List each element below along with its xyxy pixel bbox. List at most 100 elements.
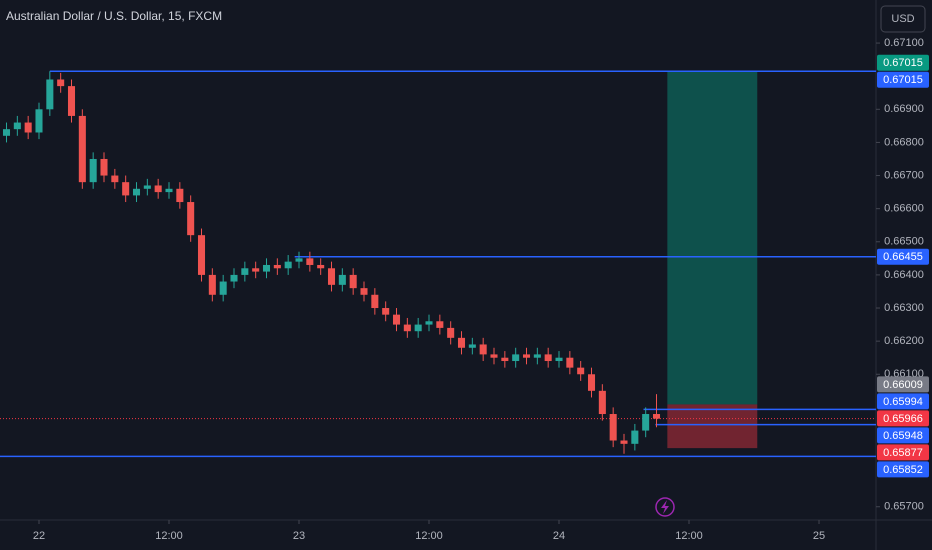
price-label: 0.66009 (883, 379, 923, 391)
candle-body (176, 188, 184, 203)
candle-body (122, 182, 130, 196)
candle-body (295, 258, 303, 262)
price-label-box (877, 427, 929, 444)
candle-body (609, 414, 617, 441)
candle-body (219, 281, 227, 295)
x-tick-label: 25 (813, 530, 825, 542)
price-label: 0.65966 (883, 413, 923, 425)
y-tick-label: 0.66200 (884, 335, 924, 347)
price-label: 0.67015 (883, 57, 923, 69)
candle-body (230, 274, 238, 282)
price-label-box (877, 444, 929, 461)
candle-body (24, 122, 32, 133)
candle-body (544, 354, 552, 362)
candle-body (414, 324, 422, 332)
currency-button[interactable] (880, 5, 926, 33)
price-label-box (877, 461, 929, 478)
candle-body (447, 327, 455, 338)
candle-body (165, 188, 173, 193)
y-tick-label: 0.66600 (884, 203, 924, 215)
candle-body (208, 274, 216, 295)
x-tick-label: 12:00 (415, 530, 443, 542)
x-tick-label: 12:00 (675, 530, 703, 542)
candle-body (620, 440, 628, 444)
candle-body (392, 314, 401, 325)
candle-body (468, 344, 476, 348)
candle-body (501, 357, 509, 362)
candle-body (642, 414, 650, 431)
candle-body (154, 185, 162, 193)
candle-body (67, 86, 76, 116)
candle-body (187, 202, 195, 236)
candle-body (555, 357, 563, 362)
candle-body (598, 390, 606, 415)
candle-body (197, 235, 206, 275)
candle-body (512, 354, 520, 362)
candle-body (587, 374, 596, 391)
x-tick-label: 23 (293, 530, 305, 542)
candle-body (143, 185, 151, 189)
price-label: 0.67015 (883, 74, 923, 86)
candle-body (327, 268, 336, 285)
price-label-box (877, 410, 929, 427)
y-tick-label: 0.66700 (884, 169, 924, 181)
currency-label[interactable]: USD (891, 13, 914, 25)
candle-body (403, 324, 411, 332)
y-tick-label: 0.65700 (884, 501, 924, 513)
candle-body (371, 294, 379, 309)
y-tick-label: 0.67100 (884, 37, 924, 49)
icon-ring[interactable] (655, 497, 675, 517)
x-tick-label: 12:00 (155, 530, 183, 542)
candle-body (262, 264, 271, 272)
alert-icon[interactable] (655, 497, 675, 517)
y-tick-label: 0.66900 (884, 103, 924, 115)
candle-body (46, 79, 54, 110)
price-label: 0.65852 (883, 464, 923, 476)
candle-body (349, 274, 357, 289)
candle-body (338, 274, 346, 285)
price-label-box (877, 54, 929, 71)
candle-body (2, 129, 11, 136)
candle-body (382, 308, 390, 315)
y-tick-label: 0.66800 (884, 136, 924, 148)
candle-body (522, 354, 531, 358)
candle-body (78, 115, 86, 183)
candle-body (317, 264, 325, 269)
stop-loss-zone (667, 404, 758, 449)
candle-body (425, 321, 433, 325)
candle-body (35, 109, 43, 133)
y-tick-label: 0.66300 (884, 302, 924, 314)
candle-body (273, 264, 281, 269)
candle-body (252, 268, 260, 272)
candle-body (360, 288, 368, 295)
price-label-box (877, 393, 929, 410)
candle-body (57, 79, 65, 87)
candle-body (457, 337, 466, 348)
price-label: 0.65994 (883, 396, 923, 408)
price-label: 0.66455 (883, 251, 923, 263)
candle-body (566, 357, 574, 368)
y-tick-label: 0.66400 (884, 269, 924, 281)
candle-body (111, 175, 119, 183)
icon-bolt[interactable] (661, 500, 669, 514)
candle-body (89, 158, 97, 183)
x-tick-label: 24 (553, 530, 565, 542)
candle-body (284, 261, 292, 269)
candle-body (631, 430, 639, 444)
candle-body (132, 188, 141, 196)
x-tick-label: 22 (33, 530, 45, 542)
price-label: 0.65877 (883, 447, 923, 459)
candle-body (652, 414, 661, 419)
candle-body (577, 367, 585, 375)
candle-body (13, 122, 21, 130)
price-label-box (877, 376, 929, 393)
price-label: 0.65948 (883, 430, 923, 442)
price-label-box (877, 71, 929, 88)
candle-body (306, 258, 314, 265)
candle-body (100, 158, 108, 176)
price-label-box (877, 248, 929, 265)
candle-body (533, 354, 541, 358)
candle-body (490, 354, 498, 358)
take-profit-zone (667, 71, 758, 405)
